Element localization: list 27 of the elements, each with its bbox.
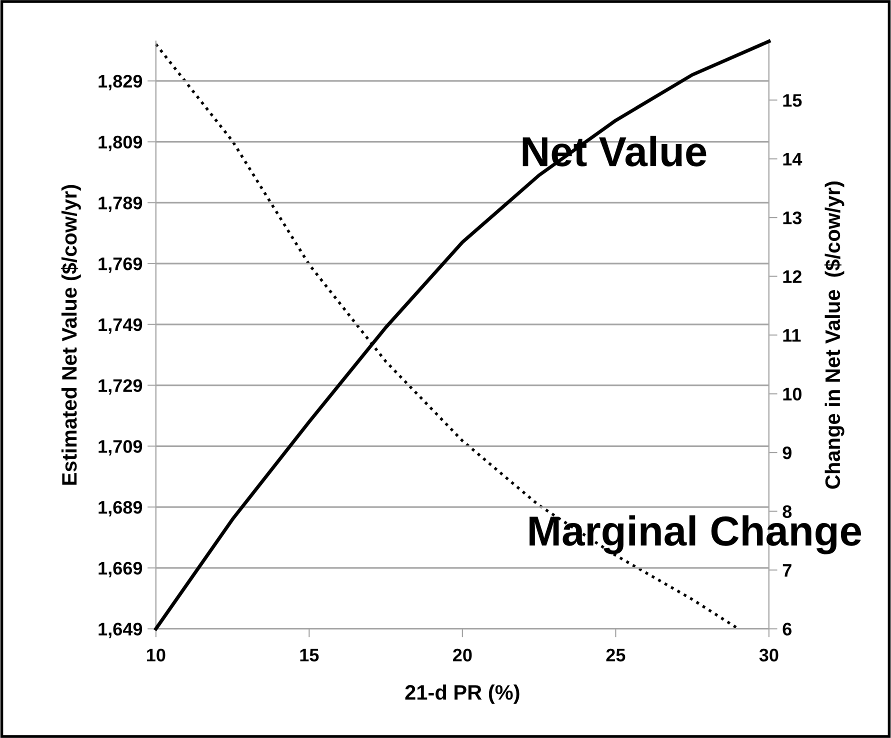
x-axis-title: 21-d PR (%)	[405, 684, 520, 704]
y2-tick-label: 6	[782, 622, 792, 636]
y-tick-label: 1,809	[98, 136, 142, 152]
y-tick-label: 1,649	[98, 622, 142, 638]
y-tick-label: 1,749	[98, 318, 142, 334]
y2-axis-title: Change in Net Value ($/cow/yr)	[824, 182, 844, 489]
x-tick-label: 30	[759, 648, 778, 662]
y2-tick-label: 12	[783, 270, 802, 283]
x-tick-label: 20	[453, 648, 472, 662]
y2-tick-label: 9	[782, 446, 792, 460]
y-tick-label: 1,669	[98, 562, 142, 578]
y2-tick-label: 7	[782, 564, 792, 577]
x-tick-label: 25	[606, 648, 626, 662]
y2-tick-label: 13	[783, 211, 802, 224]
y-tick-label: 1,729	[98, 379, 142, 395]
y-tick-label: 1,709	[98, 440, 142, 456]
y-tick-label: 1,829	[98, 74, 142, 90]
x-tick-label: 15	[300, 648, 319, 662]
y-tick-label: 1,689	[98, 500, 142, 516]
y-axis-title: Estimated Net Value ($/cow/yr)	[61, 184, 81, 485]
y2-tick-label: 11	[783, 329, 801, 342]
x-tick-label: 10	[147, 648, 166, 662]
y-tick-label: 1,789	[98, 196, 142, 212]
y-tick-label: 1,769	[98, 257, 142, 273]
y2-tick-label: 15	[783, 94, 802, 107]
y2-tick-label: 10	[783, 388, 802, 401]
y2-tick-label: 14	[783, 152, 802, 166]
